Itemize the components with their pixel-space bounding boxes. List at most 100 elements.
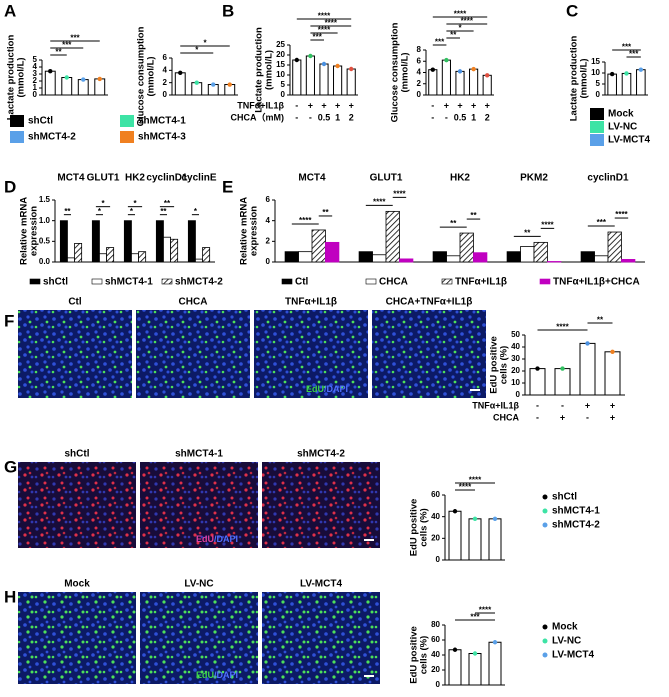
y-tick-label: 0 [436,680,441,689]
category-label: HK2 [450,173,470,184]
sig-label: * [458,24,462,33]
y-axis-label: Relative mRNA [239,197,250,265]
sig-label: ** [160,207,167,216]
bar [621,72,632,96]
x-row-value: + [335,100,340,110]
bar [284,251,299,263]
x-row-value: - [295,100,298,110]
y-axis-label: expression [29,206,40,256]
legend-swatch [539,278,551,285]
x-row-value: + [560,412,565,422]
legend-swatch [542,652,548,658]
sig-label: *** [313,33,323,42]
legend-swatch [441,278,453,285]
mean-dot [178,70,183,76]
sig-label: **** [325,19,338,28]
x-row-value: - [536,412,539,422]
y-tick-label: 0.5 [39,236,51,245]
y-tick-label: 0 [516,390,521,399]
mean-dot [472,516,478,522]
bar [455,70,465,96]
y-tick-label: 30 [511,354,520,363]
mean-dot [624,71,629,76]
y-tick-label: 0 [266,257,271,266]
y-axis-label: cells (%) [419,508,430,547]
y-axis-label: expression [249,206,260,256]
y-tick-label: 5 [33,55,38,64]
mean-dot [97,76,102,82]
legend-swatch [542,522,548,528]
sig-label: * [203,39,207,48]
y-tick-label: 15 [591,57,600,66]
bar [468,518,482,561]
sig-label: * [194,207,198,216]
legend-swatch [161,278,173,285]
legend-label: shMCT4-2 [175,277,223,288]
bar [488,518,502,561]
legend-label: Mock [608,109,634,120]
y-tick-label: 20 [431,533,440,542]
y-tick-label: 10 [511,378,520,387]
mean-dot [585,341,590,346]
y-tick-label: 80 [431,620,440,629]
y-axis-label: (mmol/L) [264,50,275,90]
bar [77,79,89,96]
panel-label: B [222,1,234,20]
legend-swatch [120,115,134,127]
mean-dot [294,57,299,63]
legend-label: LV-NC [608,122,637,133]
image-label: TNFα+IL1β [285,297,337,308]
category-label: MCT4 [57,173,85,184]
sig-label: *** [435,38,445,47]
bar [607,231,622,263]
y-tick-label: 40 [431,650,440,659]
sig-label: *** [622,43,632,52]
bar [325,241,340,263]
y-axis-label: Glucose consumption [136,26,147,126]
mean-dot [472,651,478,656]
y-tick-label: 20 [511,366,520,375]
sig-label: **** [393,189,406,198]
bar [554,368,571,396]
bar [579,342,596,396]
sig-label: **** [318,26,331,35]
bar [61,77,73,96]
microscopy-image [140,462,258,548]
microscopy-image [18,592,136,684]
y-tick-label: 2 [417,79,422,88]
y-axis-label: Relative mRNA [19,197,30,265]
y-tick-label: 0 [417,90,422,99]
y-axis-label: cells (%) [419,636,430,675]
microscopy-image [262,592,380,684]
bar [74,242,83,263]
sig-label: * [98,207,102,216]
panel-label: E [222,177,233,196]
y-tick-label: 10 [591,68,600,77]
bar [473,252,488,263]
bar [580,251,595,263]
microscopy-image [18,310,132,398]
mean-dot [349,66,354,72]
y-axis-label: (mmol/L) [146,56,157,96]
sig-label: * [101,199,105,208]
x-row-value: - [561,400,564,410]
x-row-value: 0.5 [318,112,331,122]
x-row-label: TNFα+IL1β [237,100,284,110]
stain-edu: EdU [306,384,324,394]
x-row-value: 2 [485,112,490,122]
x-row-value: + [585,400,590,410]
image-label: shCtl [65,449,90,460]
sig-label: ** [450,31,457,40]
y-tick-label: 10 [276,70,285,79]
x-row-value: 1 [471,112,476,122]
y-tick-label: 1 [33,83,38,92]
y-tick-label: 60 [431,490,440,499]
bar [333,65,343,96]
bar [506,251,521,263]
y-tick-label: 50 [511,330,520,339]
y-tick-label: 6 [417,56,422,65]
legend-label: Mock [552,622,578,633]
x-row-value: + [349,100,354,110]
bar [292,59,302,96]
